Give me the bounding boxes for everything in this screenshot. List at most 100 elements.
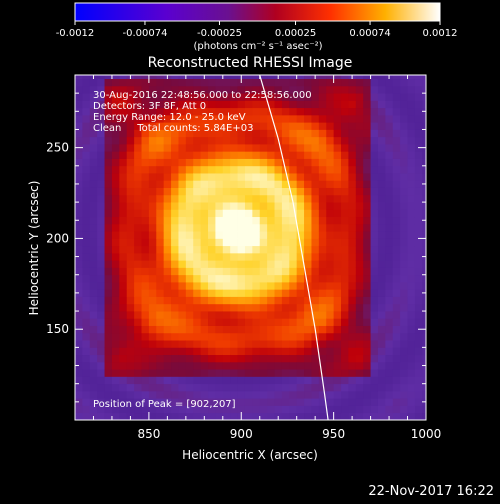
heatmap-cell [370,216,379,225]
heatmap-cell [222,347,231,356]
heatmap-cell [97,85,105,94]
heatmap-cell [119,390,128,399]
heatmap-cell [163,282,172,290]
heatmap-cell [333,398,342,406]
heatmap-cell [341,260,349,268]
heatmap-cell [318,122,327,130]
heatmap-cell [171,289,179,297]
heatmap-cell [400,332,408,341]
heatmap-cell [377,318,386,326]
heatmap-cell [208,173,216,181]
heatmap-cell [230,180,238,188]
heatmap-cell [230,85,238,94]
heatmap-cell [355,216,364,225]
heatmap-cell [222,238,231,247]
heatmap-cell [134,325,142,334]
heatmap-cell [333,93,342,101]
heatmap-cell [215,209,224,218]
heatmap-cell [267,274,275,283]
heatmap-cell [215,165,224,174]
heatmap-cell [407,202,416,210]
heatmap-cell [237,173,246,181]
heatmap-cell [171,296,179,305]
heatmap-cell [75,231,83,239]
heatmap-cell [89,340,98,348]
heatmap-cell [422,100,426,109]
heatmap-cell [104,390,113,399]
heatmap-cell [156,318,165,326]
heatmap-cell [134,383,142,392]
heatmap-cell [363,347,371,356]
heatmap-cell [215,311,224,319]
heatmap-cell [134,318,142,326]
heatmap-cell [326,303,335,312]
heatmap-cell [341,332,349,341]
heatmap-cell [385,361,394,370]
heatmap-cell [171,100,179,109]
heatmap-cell [311,216,320,225]
heatmap-cell [252,405,261,414]
heatmap-cell [414,289,423,297]
heatmap-cell [289,267,298,276]
heatmap-cell [363,151,371,159]
heatmap-cell [281,78,290,87]
heatmap-cell [252,311,261,319]
heatmap-cell [370,151,379,159]
heatmap-cell [185,340,194,348]
heatmap-cell [311,282,320,290]
heatmap-cell [200,93,209,101]
heatmap-cell [296,194,305,203]
heatmap-cell [156,289,165,297]
heatmap-cell [178,93,187,101]
heatmap-cell [185,85,194,94]
heatmap-cell [333,136,342,145]
heatmap-cell [126,318,135,326]
heatmap-cell [230,282,238,290]
heatmap-cell [104,216,113,225]
heatmap-cell [119,216,128,225]
heatmap-cell [326,100,335,109]
heatmap-cell [185,311,194,319]
heatmap-cell [119,144,128,152]
heatmap-cell [148,347,157,356]
heatmap-cell [348,165,357,174]
heatmap-cell [377,274,386,283]
heatmap-cell [304,114,312,123]
heatmap-cell [126,187,135,196]
heatmap-cell [148,296,157,305]
heatmap-cell [82,267,91,276]
heatmap-cell [385,100,394,109]
heatmap-cell [267,100,275,109]
heatmap-cell [252,78,261,87]
heatmap-cell [119,347,128,356]
heatmap-cell [370,173,379,181]
heatmap-cell [75,245,83,254]
heatmap-cell [296,187,305,196]
heatmap-cell [281,340,290,348]
heatmap-cell [178,136,187,145]
heatmap-cell [289,75,298,80]
heatmap-cell [148,100,157,109]
heatmap-cell [134,274,142,283]
heatmap-cell [333,238,342,247]
heatmap-cell [185,114,194,123]
heatmap-cell [171,209,179,218]
heatmap-cell [355,85,364,94]
heatmap-cell [348,369,357,377]
heatmap-cell [400,252,408,261]
heatmap-cell [163,267,172,276]
heatmap-cell [200,252,209,261]
heatmap-cell [75,158,83,167]
heatmap-cell [89,173,98,181]
heatmap-cell [259,209,268,218]
heatmap-cell [259,354,268,363]
heatmap-cell [407,78,416,87]
heatmap-cell [163,129,172,138]
heatmap-cell [259,93,268,101]
heatmap-cell [148,78,157,87]
heatmap-cell [377,85,386,94]
heatmap-cell [230,398,238,406]
heatmap-cell [75,151,83,159]
heatmap-cell [274,180,283,188]
heatmap-cell [185,209,194,218]
